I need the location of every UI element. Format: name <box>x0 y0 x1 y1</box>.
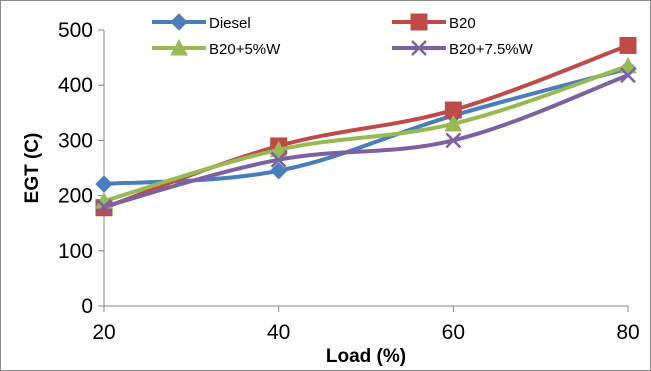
data-point-diesel <box>269 162 288 180</box>
data-point-b20-7-5-w-stroke <box>270 151 287 168</box>
legend-item-b20-7-5-w: B20+7.5%W <box>392 40 534 58</box>
legend-label: B20 <box>449 15 476 32</box>
series-line-b20-7-5-w <box>102 73 630 209</box>
legend-swatch-marker <box>170 38 188 56</box>
x-tick-label: 20 <box>92 321 115 344</box>
legend-label: B20+5%W <box>209 41 281 58</box>
legend-label: Diesel <box>209 15 251 32</box>
data-point-b20-7-5-w-stroke <box>96 198 112 215</box>
data-point-b20-7-5-w <box>96 198 112 215</box>
y-tick-label: 100 <box>58 240 93 263</box>
y-tick-label: 200 <box>58 185 93 208</box>
series-layer <box>95 36 637 217</box>
legend-swatch-marker <box>411 40 427 56</box>
x-tick-label: 80 <box>616 321 639 344</box>
legend: Diesel B20 B20+5%W B20+7.5%W <box>152 13 534 58</box>
data-point-b20 <box>619 36 637 54</box>
data-point-b20-7-5-w <box>620 67 636 84</box>
legend-swatch-marker <box>170 13 188 31</box>
x-tick-label: 40 <box>267 321 290 344</box>
y-tick-label: 400 <box>58 74 93 97</box>
legend-swatch-marker <box>410 13 428 31</box>
legend-swatch-marker-stroke <box>411 40 427 56</box>
x-tick-label: 60 <box>442 321 465 344</box>
legend-label: B20+7.5%W <box>449 41 534 58</box>
data-point-b20-7-5-w <box>445 132 462 149</box>
data-point-b20-7-5-w <box>270 151 287 168</box>
legend-item-diesel: Diesel <box>152 13 251 32</box>
legend-item-b20-5-w: B20+5%W <box>152 38 281 58</box>
y-axis-title: EGT (C) <box>22 133 43 204</box>
data-point-b20-7-5-w-stroke <box>445 132 462 149</box>
data-point-b20-5-w <box>619 56 637 74</box>
data-point-diesel <box>95 175 113 193</box>
y-tick-label: 0 <box>81 295 93 318</box>
axes: 0 100 200 300 400 500 20 40 60 80 <box>58 19 640 344</box>
x-axis-title: Load (%) <box>326 346 406 367</box>
series-line-b20-5-w <box>102 63 630 204</box>
data-point-b20-7-5-w-stroke <box>620 67 636 84</box>
series-b20-5-w <box>95 56 637 209</box>
data-point-b20-5-w <box>444 114 463 132</box>
data-point-b20-5-w <box>269 140 288 158</box>
y-tick-label: 300 <box>58 129 93 152</box>
legend-item-b20: B20 <box>392 13 476 32</box>
y-tick-label: 500 <box>58 19 93 42</box>
series-b20 <box>95 36 637 217</box>
series-b20-7-5-w <box>96 67 636 215</box>
